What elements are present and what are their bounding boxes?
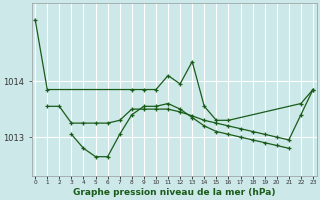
X-axis label: Graphe pression niveau de la mer (hPa): Graphe pression niveau de la mer (hPa) (73, 188, 275, 197)
